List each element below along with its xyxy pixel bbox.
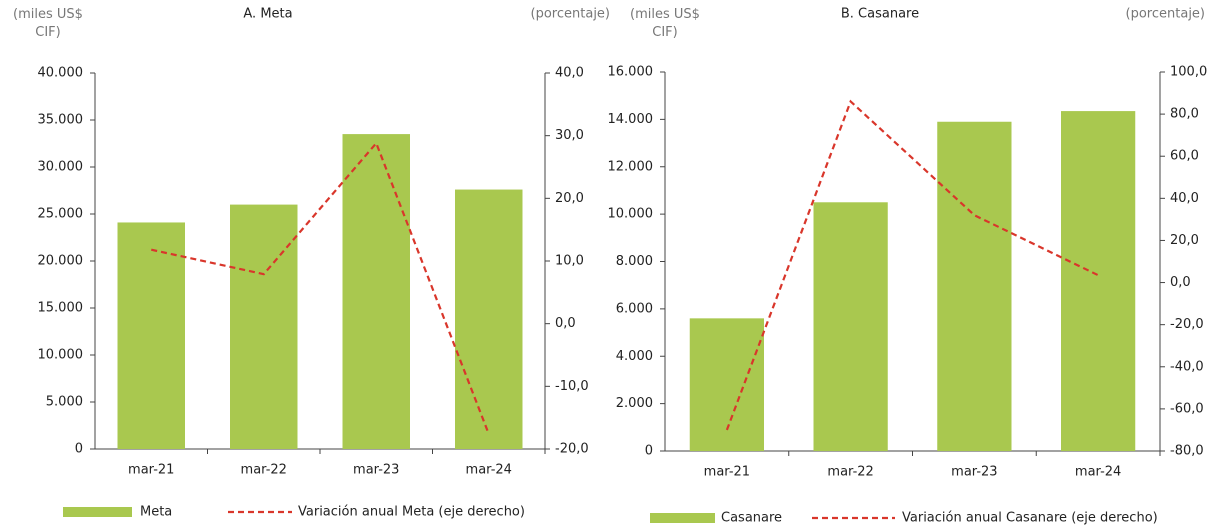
y-axis-label: (miles US$ CIF)	[630, 7, 700, 40]
x-tick-label: mar-24	[1075, 465, 1121, 480]
bar	[230, 204, 298, 449]
chart-title: A. Meta	[243, 7, 292, 22]
x-tick-label: mar-21	[128, 463, 174, 478]
y2-tick-label: -40,0	[1170, 359, 1204, 374]
y2-tick-label: 80,0	[1170, 107, 1199, 122]
y2-tick-label: 40,0	[555, 66, 584, 81]
y-tick-label: 14.000	[608, 112, 654, 127]
legend-swatch	[63, 507, 132, 517]
x-tick-label: mar-23	[353, 463, 399, 478]
y-tick-label: 16.000	[608, 65, 654, 80]
y-tick-label: 10.000	[38, 348, 84, 363]
bar	[455, 189, 523, 449]
x-tick-label: mar-23	[951, 465, 997, 480]
y2-tick-label: -60,0	[1170, 401, 1204, 416]
x-tick-label: mar-24	[466, 463, 512, 478]
y2-tick-label: 100,0	[1170, 65, 1207, 80]
y-tick-label: 4.000	[616, 349, 653, 364]
line	[151, 141, 490, 435]
y2-tick-label: -20,0	[555, 442, 589, 457]
y2-tick-label: 40,0	[1170, 191, 1199, 206]
legend-swatch	[650, 513, 715, 523]
y2-tick-label: 20,0	[555, 191, 584, 206]
y2-tick-label: 0,0	[555, 316, 576, 331]
bar	[117, 222, 185, 449]
legend-label: Variación anual Meta (eje derecho)	[298, 505, 525, 520]
y2-tick-label: -20,0	[1170, 317, 1204, 332]
y2-tick-label: 0,0	[1170, 275, 1191, 290]
bar	[1061, 111, 1136, 451]
bar	[813, 202, 888, 451]
x-tick-label: mar-22	[241, 463, 287, 478]
x-tick-label: mar-22	[827, 465, 873, 480]
y-tick-label: 5.000	[46, 395, 83, 410]
x-tick-label: mar-21	[704, 465, 750, 480]
y-tick-label: 20.000	[38, 254, 84, 269]
y-axis-label: (miles US$ CIF)	[13, 7, 83, 40]
chart: A. Meta (miles US$ CIF) (porcentaje) 0 5.000 1…	[13, 7, 610, 520]
y-tick-label: 2.000	[616, 396, 653, 411]
bar	[937, 121, 1012, 452]
y-tick-label: 10.000	[608, 207, 654, 222]
y2-tick-label: 20,0	[1170, 233, 1199, 248]
y2-tick-label: -10,0	[555, 379, 589, 394]
y2-tick-label: -80,0	[1170, 444, 1204, 459]
y2-tick-label: 60,0	[1170, 149, 1199, 164]
chart-title: B. Casanare	[841, 7, 919, 22]
y-tick-label: 15.000	[38, 301, 84, 316]
y2-tick-label: 30,0	[555, 128, 584, 143]
legend-label: Casanare	[721, 511, 782, 526]
y-tick-label: 8.000	[616, 254, 653, 269]
y2-axis-label: (porcentaje)	[531, 7, 610, 22]
y-tick-label: 0	[645, 444, 653, 459]
bar	[689, 318, 764, 451]
legend-label: Variación anual Casanare (eje derecho)	[902, 511, 1158, 526]
y-tick-label: 25.000	[38, 207, 84, 222]
y-tick-label: 0	[75, 442, 83, 457]
y-tick-label: 35.000	[38, 113, 84, 128]
chart: B. Casanare (miles US$ CIF) (porcentaje) 0 2.…	[608, 7, 1208, 526]
y2-tick-label: 10,0	[555, 254, 584, 269]
y2-axis-label: (porcentaje)	[1126, 7, 1205, 22]
y-tick-label: 40.000	[38, 66, 84, 81]
bar	[342, 134, 410, 449]
legend-label: Meta	[140, 505, 172, 520]
line	[725, 99, 1099, 431]
y-tick-label: 6.000	[616, 301, 653, 316]
y-tick-label: 12.000	[608, 159, 654, 174]
y-tick-label: 30.000	[38, 160, 84, 175]
